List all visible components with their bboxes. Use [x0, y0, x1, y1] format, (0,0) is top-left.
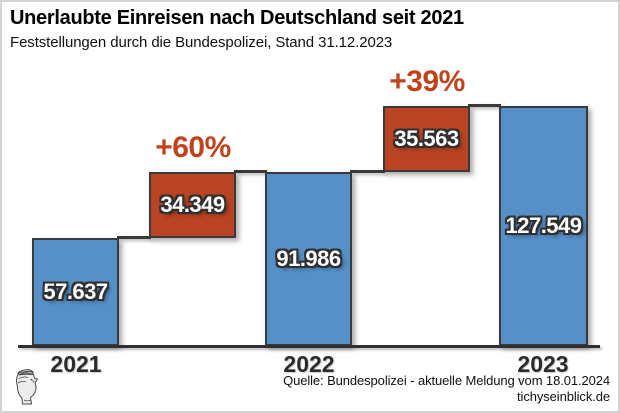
increment-bar-2022-2023: 35.563 [383, 106, 470, 172]
x-axis-label-2023: 2023 [517, 351, 569, 377]
x-axis-label-2021: 2021 [50, 351, 102, 377]
increment-bar-2021-2022: 34.349 [149, 172, 236, 238]
bar-2021: 57.637 [32, 238, 119, 346]
x-axis-label-2022: 2022 [283, 351, 335, 377]
connector-line-increment-to-2023 [468, 104, 501, 107]
bar-2022: 91.986 [265, 172, 352, 346]
bar-value-label: 57.637 [43, 279, 108, 304]
chart-subtitle: Feststellungen durch die Bundespolizei, … [10, 34, 393, 51]
connector-line-2021-to-increment [117, 236, 151, 239]
percent-increase-label-2023: +39% [389, 65, 465, 98]
tichyseinblick-logo-icon [15, 369, 39, 405]
website-line: tichyseinblick.de [517, 388, 610, 404]
x-axis-line [18, 345, 600, 348]
bar-2023: 127.549 [499, 106, 588, 346]
percent-increase-label-2022: +60% [155, 131, 231, 164]
chart-title: Unerlaubte Einreisen nach Deutschland se… [10, 7, 464, 29]
bar-value-label: 34.349 [160, 192, 225, 217]
connector-line-increment-to-2022 [234, 170, 267, 173]
bar-value-label: 91.986 [276, 246, 341, 271]
bar-value-label: 35.563 [394, 126, 459, 151]
bar-value-label: 127.549 [505, 213, 582, 238]
connector-line-2022-to-increment [350, 170, 385, 173]
source-line: Quelle: Bundespolizei - aktuelle Meldung… [283, 372, 610, 388]
source-note: Quelle: Bundespolizei - aktuelle Meldung… [283, 373, 610, 406]
